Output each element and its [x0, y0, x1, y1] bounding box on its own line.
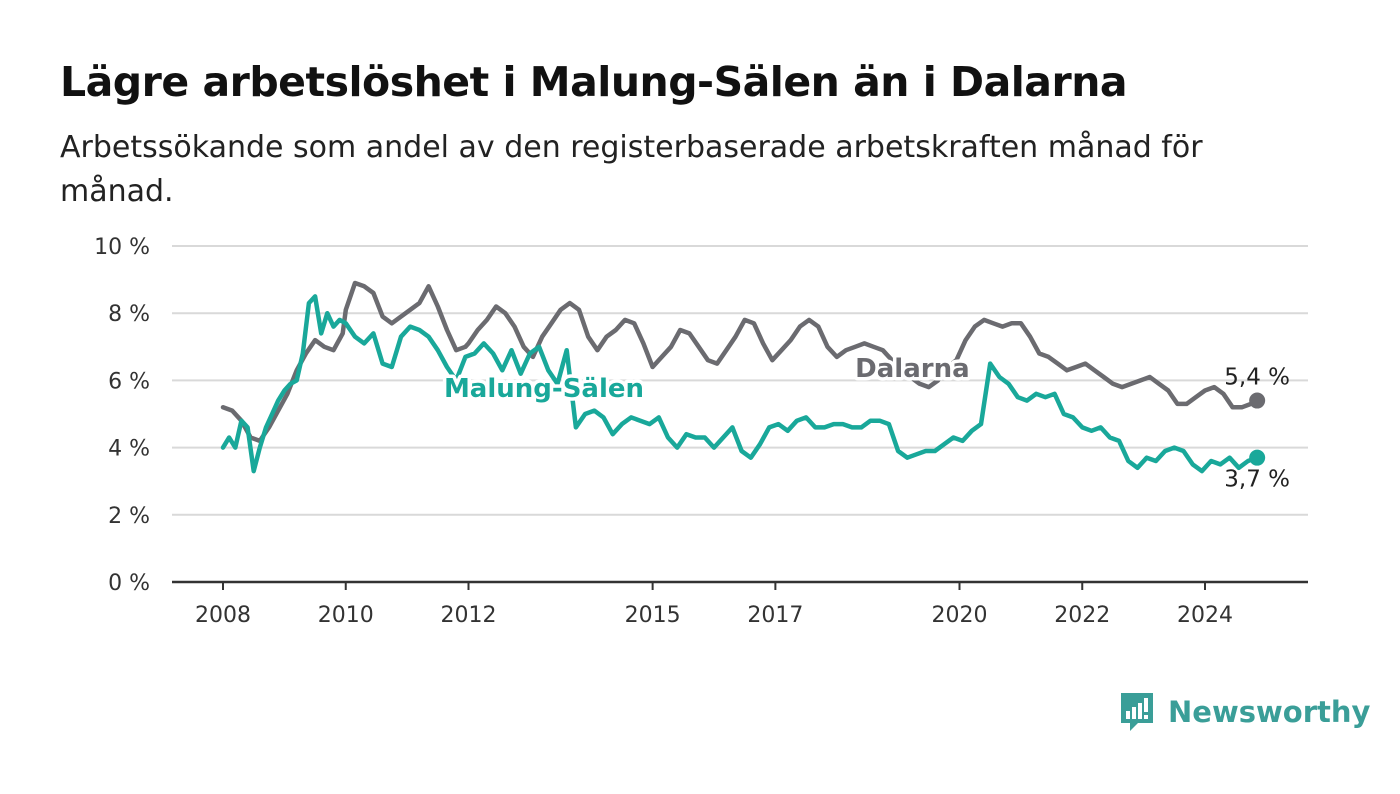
x-tick-label: 2010: [318, 603, 374, 628]
brand-name: Newsworthy: [1168, 695, 1371, 729]
end-value-label: 3,7 %: [1224, 467, 1290, 493]
y-tick-label: 10 %: [94, 235, 150, 260]
newsworthy-logo-icon: [1121, 693, 1153, 731]
x-tick-label: 2017: [747, 603, 803, 628]
series-line-malung-s-len: [220, 294, 1260, 474]
y-tick-label: 8 %: [108, 302, 150, 327]
series-name-label: Dalarna: [855, 354, 969, 384]
x-tick-label: 2008: [195, 603, 251, 628]
y-tick-label: 0 %: [108, 571, 150, 596]
chart-subtitle: Arbetssökande som andel av den registerb…: [60, 130, 1203, 209]
x-tick-label: 2020: [932, 603, 988, 628]
x-tick-label: 2012: [441, 603, 497, 628]
end-point-marker: [1249, 449, 1266, 466]
x-tick-label: 2015: [625, 603, 681, 628]
end-value-label: 5,4 %: [1224, 365, 1290, 391]
x-tick-label: 2022: [1054, 603, 1110, 628]
newsworthy-brand: Newsworthy: [1118, 690, 1370, 734]
series-name-label: Malung-Sälen: [444, 374, 644, 404]
y-tick-label: 2 %: [108, 504, 150, 529]
y-tick-label: 4 %: [108, 437, 150, 462]
end-point-marker: [1249, 392, 1266, 409]
x-tick-label: 2024: [1177, 603, 1233, 628]
y-tick-label: 6 %: [108, 369, 150, 394]
chart-title: Lägre arbetslöshet i Malung-Sälen än i D…: [60, 58, 1128, 106]
series-line-dalarna: [220, 280, 1260, 444]
